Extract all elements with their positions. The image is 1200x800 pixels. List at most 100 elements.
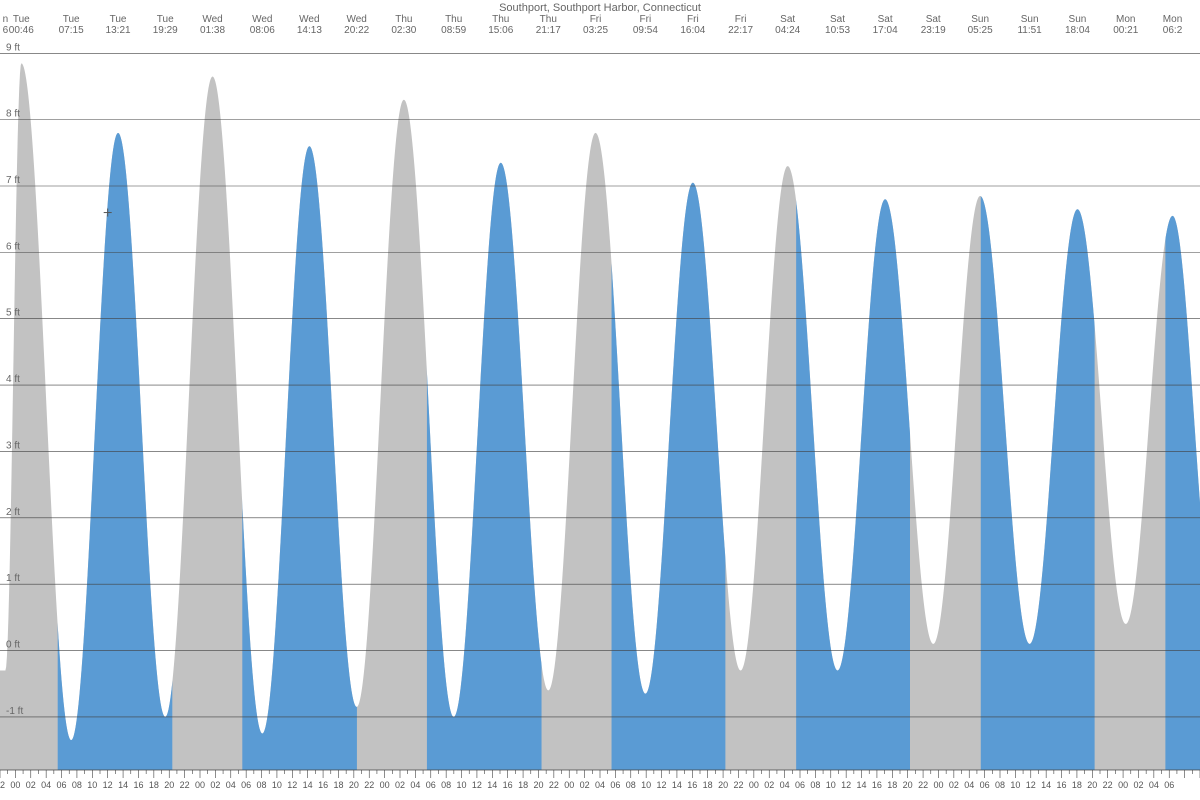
hour-label: 12 <box>103 780 113 790</box>
hour-label: 22 <box>0 780 5 790</box>
tide-extreme-label: Sat17:04 <box>873 14 898 36</box>
tide-extreme-label: Sat23:19 <box>921 14 946 36</box>
hour-label: 20 <box>903 780 913 790</box>
hour-label: 16 <box>687 780 697 790</box>
hour-label: 02 <box>1133 780 1143 790</box>
hour-label: 14 <box>487 780 497 790</box>
hour-label: 18 <box>1072 780 1082 790</box>
hour-label: 22 <box>364 780 374 790</box>
hour-label: 06 <box>426 780 436 790</box>
y-axis-label: 4 ft <box>6 374 20 385</box>
hour-label: 12 <box>841 780 851 790</box>
hour-label: 16 <box>503 780 513 790</box>
tide-extreme-label: Sat10:53 <box>825 14 850 36</box>
hour-label: 22 <box>1103 780 1113 790</box>
hour-label: 00 <box>380 780 390 790</box>
hour-label: 08 <box>995 780 1005 790</box>
y-axis-label: 8 ft <box>6 109 20 120</box>
hour-label: 06 <box>980 780 990 790</box>
hour-label: 08 <box>257 780 267 790</box>
hour-label: 14 <box>118 780 128 790</box>
hour-label: 00 <box>1118 780 1128 790</box>
hour-label: 04 <box>595 780 605 790</box>
hour-label: 08 <box>441 780 451 790</box>
hour-label: 10 <box>641 780 651 790</box>
hour-label: 20 <box>1087 780 1097 790</box>
hour-label: 20 <box>533 780 543 790</box>
hour-label: 04 <box>226 780 236 790</box>
tide-extreme-label: Thu15:06 <box>488 14 513 36</box>
tide-extreme-label: Sun05:25 <box>968 14 993 36</box>
hour-label: 10 <box>1010 780 1020 790</box>
hour-label: 18 <box>333 780 343 790</box>
y-axis-label: 7 ft <box>6 175 20 186</box>
hour-label: 10 <box>87 780 97 790</box>
hour-label: 06 <box>795 780 805 790</box>
hour-label: 12 <box>287 780 297 790</box>
hour-label: 22 <box>549 780 559 790</box>
tide-extreme-label: Sun18:04 <box>1065 14 1090 36</box>
tide-chart: Southport, Southport Harbor, Connecticut… <box>0 0 1200 800</box>
tide-extreme-label: Mon06:2 <box>1163 14 1182 36</box>
hour-label: 02 <box>26 780 36 790</box>
hour-label: 14 <box>1041 780 1051 790</box>
hour-label: 00 <box>933 780 943 790</box>
tide-time-labels: n6Tue00:46Tue07:15Tue13:21Tue19:29Wed01:… <box>0 14 1200 38</box>
tide-extreme-label: Wed14:13 <box>297 14 322 36</box>
hour-label: 06 <box>241 780 251 790</box>
tide-extreme-label: n6 <box>3 14 9 36</box>
hour-label: 04 <box>41 780 51 790</box>
hour-label: 18 <box>518 780 528 790</box>
hour-label: 14 <box>303 780 313 790</box>
y-axis-label: 6 ft <box>6 241 20 252</box>
y-axis-label: 3 ft <box>6 440 20 451</box>
tide-extreme-label: Fri03:25 <box>583 14 608 36</box>
hour-label: 20 <box>164 780 174 790</box>
chart-title: Southport, Southport Harbor, Connecticut <box>0 2 1200 14</box>
tide-extreme-label: Fri22:17 <box>728 14 753 36</box>
tide-extreme-label: Wed20:22 <box>344 14 369 36</box>
hour-label: 18 <box>703 780 713 790</box>
tide-extreme-label: Fri16:04 <box>680 14 705 36</box>
hour-label: 00 <box>195 780 205 790</box>
tide-extreme-label: Wed01:38 <box>200 14 225 36</box>
hour-label: 04 <box>964 780 974 790</box>
hour-label: 10 <box>272 780 282 790</box>
hour-label: 04 <box>1149 780 1159 790</box>
tide-extreme-label: Thu21:17 <box>536 14 561 36</box>
hour-label: 22 <box>733 780 743 790</box>
y-axis-label: 5 ft <box>6 308 20 319</box>
hour-label: 06 <box>610 780 620 790</box>
hour-label: 12 <box>472 780 482 790</box>
hour-label: 06 <box>1164 780 1174 790</box>
hour-label: 20 <box>349 780 359 790</box>
hour-label: 02 <box>949 780 959 790</box>
hour-label: 06 <box>57 780 67 790</box>
hour-label: 22 <box>918 780 928 790</box>
hour-label: 08 <box>810 780 820 790</box>
hour-label: 08 <box>72 780 82 790</box>
tide-extreme-label: Sun11:51 <box>1017 14 1041 36</box>
y-axis-label: -1 ft <box>6 706 23 717</box>
tide-extreme-label: Mon00:21 <box>1113 14 1138 36</box>
hour-label: 10 <box>826 780 836 790</box>
y-axis-label: 2 ft <box>6 507 20 518</box>
hour-label: 16 <box>133 780 143 790</box>
hour-label: 04 <box>410 780 420 790</box>
tide-extreme-label: Thu08:59 <box>441 14 466 36</box>
hour-label: 02 <box>395 780 405 790</box>
hour-label: 10 <box>457 780 467 790</box>
hour-label: 18 <box>149 780 159 790</box>
hour-label: 04 <box>780 780 790 790</box>
hour-label: 12 <box>657 780 667 790</box>
hour-label: 00 <box>749 780 759 790</box>
tide-extreme-label: Tue19:29 <box>153 14 178 36</box>
tide-extreme-label: Tue13:21 <box>106 14 131 36</box>
tide-extreme-label: Thu02:30 <box>391 14 416 36</box>
hour-label: 22 <box>180 780 190 790</box>
y-axis-label: 0 ft <box>6 640 20 651</box>
hour-label: 02 <box>580 780 590 790</box>
chart-svg: -1 ft0 ft1 ft2 ft3 ft4 ft5 ft6 ft7 ft8 f… <box>0 0 1200 800</box>
tide-extreme-label: Sat04:24 <box>775 14 800 36</box>
hour-label: 02 <box>210 780 220 790</box>
